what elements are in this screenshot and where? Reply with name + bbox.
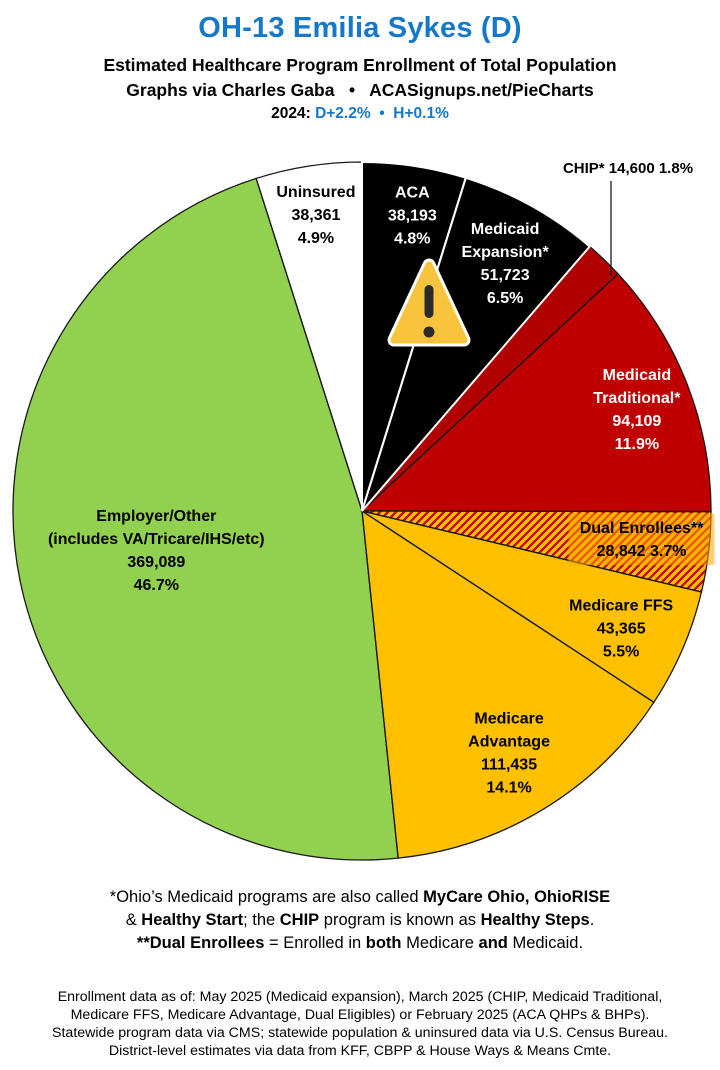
footnote-line: **Dual Enrollees = Enrolled in both Medi… bbox=[0, 932, 720, 955]
footnote-bold-text: and bbox=[478, 934, 508, 952]
partisan-lean-values: D+2.2% • H+0.1% bbox=[315, 105, 449, 122]
slice-label-medicaid-expansion-line4: 6.5% bbox=[487, 290, 523, 307]
footnote-bold-text: Healthy Start bbox=[141, 911, 244, 929]
slice-label-dual-enrollees-line2: 28,842 3.7% bbox=[597, 543, 687, 560]
slice-label-medicare-advantage-line1: Medicare bbox=[474, 710, 543, 727]
footnote-bold-text: both bbox=[365, 934, 402, 952]
partisan-year-label: 2024: bbox=[271, 105, 316, 122]
footnote-text: program is known as bbox=[319, 911, 481, 929]
slice-label-medicare-ffs-line3: 5.5% bbox=[603, 644, 639, 661]
slice-label-medicare-advantage-line3: 111,435 bbox=[481, 756, 537, 773]
slice-label-medicare-advantage-line4: 14.1% bbox=[486, 779, 531, 796]
chart-subtitle: Estimated Healthcare Program Enrollment … bbox=[103, 55, 617, 75]
slice-border bbox=[361, 509, 655, 859]
slice-border bbox=[360, 272, 712, 513]
slice-label-uninsured-line2: 38,361 bbox=[291, 207, 340, 224]
slice-label-aca-line1: ACA bbox=[395, 185, 430, 202]
fine-print-block: Enrollment data as of: May 2025 (Medicai… bbox=[0, 988, 720, 1060]
slice-label-medicare-advantage-line2: Advantage bbox=[468, 733, 550, 750]
slice-label-uninsured-line1: Uninsured bbox=[276, 184, 355, 201]
footnote-block: *Ohio’s Medicaid programs are also calle… bbox=[0, 886, 720, 955]
slice-label-employer-other-line1: Employer/Other bbox=[96, 508, 216, 525]
footnote-line: *Ohio’s Medicaid programs are also calle… bbox=[0, 886, 720, 909]
slice-label-medicaid-traditional-line1: Medicaid bbox=[603, 367, 671, 384]
pie-slice-employer-other bbox=[13, 178, 399, 860]
slice-label-medicaid-expansion-line1: Medicaid bbox=[471, 221, 539, 238]
fine-print-line: Statewide program data via CMS; statewid… bbox=[52, 1025, 668, 1041]
pie-slice-medicare-advantage bbox=[362, 511, 654, 859]
chip-external-label: CHIP* 14,600 1.8% bbox=[563, 160, 693, 177]
footnote-text: ; the bbox=[243, 911, 280, 929]
partisan-lean-line: 2024: D+2.2% • H+0.1% bbox=[0, 105, 720, 123]
slice-label-medicare-ffs-line1: Medicare FFS bbox=[569, 598, 673, 615]
slice-label-medicaid-traditional-line3: 94,109 bbox=[612, 413, 661, 430]
slice-label-employer-other-line3: 369,089 bbox=[127, 554, 185, 571]
page-title: OH-13 Emilia Sykes (D) bbox=[198, 12, 522, 44]
footnote-line: & Healthy Start; the CHIP program is kno… bbox=[0, 909, 720, 932]
footnote-bold-text: CHIP bbox=[279, 911, 320, 929]
slice-label-medicare-ffs-line2: 43,365 bbox=[597, 621, 646, 638]
footnote-text: Medicare bbox=[401, 934, 479, 952]
slice-label-medicaid-expansion-line3: 51,723 bbox=[481, 267, 530, 284]
slice-label-medicaid-expansion-line2: Expansion* bbox=[462, 244, 550, 261]
credit-line: Graphs via Charles Gaba • ACASignups.net… bbox=[126, 80, 594, 100]
slice-separator bbox=[361, 176, 592, 512]
footnote-bold-text: Healthy Steps bbox=[480, 911, 590, 929]
slice-label-aca-line3: 4.8% bbox=[394, 231, 430, 248]
warning-icon bbox=[387, 258, 471, 347]
footnote-text: & bbox=[125, 911, 142, 929]
pie-slice-medicaid-traditional bbox=[362, 273, 712, 512]
slice-border bbox=[12, 177, 399, 861]
pie-slice-uninsured bbox=[256, 162, 362, 511]
footnote-bold-text: **Dual Enrollees bbox=[136, 934, 265, 952]
footnote-text: . bbox=[589, 911, 595, 929]
footnote-text: Medicaid. bbox=[507, 934, 584, 952]
footnote-text: = Enrolled in bbox=[264, 934, 366, 952]
footnote-bold-text: MyCare Ohio, OhioRISE bbox=[423, 888, 611, 906]
footnote-text: *Ohio’s Medicaid programs are also calle… bbox=[109, 888, 424, 906]
slice-label-employer-other-line4: 46.7% bbox=[134, 577, 179, 594]
dual-enrollees-label-bg bbox=[568, 513, 715, 566]
slice-label-aca-line2: 38,193 bbox=[388, 208, 437, 225]
pie-slice-medicare-ffs bbox=[362, 511, 702, 703]
slice-label-employer-other-line2: (includes VA/Tricare/IHS/etc) bbox=[48, 531, 265, 548]
slice-label-uninsured-line3: 4.9% bbox=[298, 230, 334, 247]
fine-print-line: Medicare FFS, Medicare Advantage, Dual E… bbox=[70, 1007, 650, 1023]
slice-label-medicaid-traditional-line2: Traditional* bbox=[593, 390, 681, 407]
fine-print-line: Enrollment data as of: May 2025 (Medicai… bbox=[57, 989, 663, 1005]
fine-print-line: District-level estimates via data from K… bbox=[108, 1043, 612, 1059]
pie-slice-chip bbox=[362, 246, 619, 512]
pie-slice-medicaid-expansion bbox=[362, 177, 590, 511]
slice-label-medicaid-traditional-line4: 11.9% bbox=[615, 436, 659, 453]
slice-label-dual-enrollees-line1: Dual Enrollees** bbox=[580, 520, 704, 537]
